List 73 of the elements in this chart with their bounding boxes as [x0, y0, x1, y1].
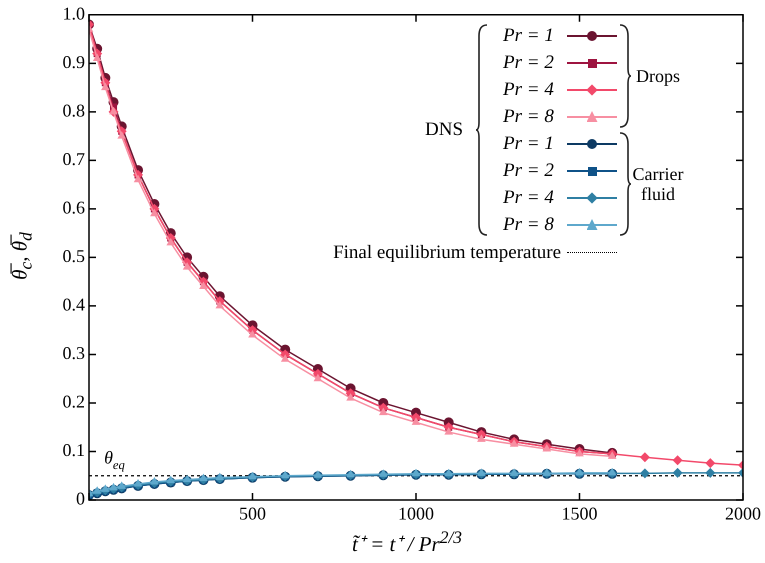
point	[640, 468, 650, 478]
legend-label: Pr = 2	[503, 160, 554, 182]
x-tick-label: 2000	[725, 504, 761, 524]
point	[412, 468, 420, 476]
point	[109, 106, 118, 114]
legend-label: Pr = 4	[503, 187, 554, 209]
point	[705, 458, 716, 468]
y-tick-label: 0.6	[62, 198, 85, 218]
point	[314, 374, 322, 382]
point	[378, 469, 388, 477]
y-tick-label: 0.9	[62, 52, 85, 72]
legend-label: Pr = 1	[503, 25, 554, 47]
point	[477, 434, 486, 442]
legend-label: Pr = 4	[503, 79, 554, 101]
x-tick-label: 1000	[398, 504, 434, 524]
point	[117, 131, 126, 139]
y-tick-label: 0.2	[62, 392, 85, 412]
x-tick-label: 1500	[562, 504, 598, 524]
point	[346, 393, 355, 401]
point	[150, 477, 159, 485]
point	[109, 482, 118, 490]
y-tick-label: 0.4	[62, 294, 85, 315]
point	[134, 478, 142, 486]
y-tick-label: 0.1	[62, 440, 85, 460]
point	[575, 468, 584, 476]
legend-label: Pr = 8	[503, 214, 554, 236]
point	[182, 474, 192, 482]
y-tick-label: 0.3	[62, 343, 85, 364]
point	[640, 452, 650, 462]
point	[705, 468, 716, 478]
y-tick-label: 0.8	[62, 100, 85, 121]
point	[672, 455, 683, 466]
point	[117, 481, 126, 489]
point	[199, 282, 208, 290]
point	[280, 470, 290, 478]
y-tick-label: 1.0	[62, 4, 85, 24]
point	[101, 82, 110, 90]
point	[150, 208, 159, 216]
point	[92, 486, 102, 494]
y-tick-label: 0.5	[62, 246, 85, 266]
point	[134, 174, 142, 182]
legend-title: DNS	[425, 119, 464, 141]
point	[182, 262, 192, 270]
legend-label: Pr = 1	[503, 133, 554, 155]
y-tick-label: 0.7	[62, 149, 85, 170]
point	[166, 238, 176, 246]
legend-label: Final equilibrium temperature	[332, 242, 561, 264]
point	[215, 300, 224, 308]
point	[101, 484, 110, 492]
point	[412, 417, 420, 425]
point	[378, 408, 388, 416]
point	[199, 474, 208, 482]
point	[608, 468, 617, 476]
point	[92, 53, 102, 61]
x-tick-label: 500	[239, 504, 266, 524]
point	[477, 468, 486, 476]
point	[314, 470, 322, 478]
point	[280, 354, 290, 362]
point	[444, 468, 454, 476]
point	[248, 472, 257, 480]
point	[672, 468, 683, 478]
y-tick-label: 0	[76, 488, 85, 509]
point	[510, 468, 518, 476]
legend-label: Pr = 2	[503, 52, 554, 74]
annotation: Carrier fluid	[632, 164, 684, 204]
point	[346, 470, 355, 478]
point	[166, 476, 176, 484]
point	[215, 472, 224, 480]
annotation: Drops	[635, 66, 681, 86]
legend-label: Pr = 8	[503, 106, 554, 128]
x-axis-title: t̃⁺ = t⁺ / Pr$^{2/3}$	[352, 527, 462, 557]
point	[444, 427, 454, 435]
point	[248, 330, 257, 338]
